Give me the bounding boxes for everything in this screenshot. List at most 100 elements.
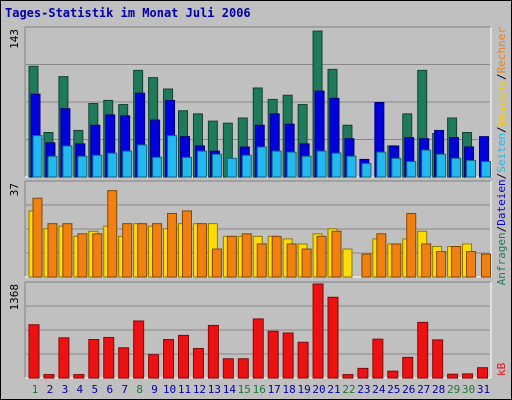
day-label-21: 21: [327, 383, 340, 396]
day-label-26: 26: [402, 383, 415, 396]
bar-rechner-day-14: [226, 235, 237, 278]
bar-seiten-day-25: [391, 157, 402, 178]
bar-rechner-day-13: [211, 248, 222, 278]
legend-item-2: Dateien: [495, 179, 508, 225]
bar-kb-day-3: [58, 337, 70, 379]
bar-rechner-day-8: [137, 223, 148, 278]
bar-kb-day-5: [88, 339, 100, 379]
y-axis-max-label: 37: [8, 183, 21, 196]
legend-item-6: Besuche: [495, 80, 508, 126]
bar-kb-day-20: [312, 283, 324, 379]
bar-kb-day-1: [28, 324, 40, 379]
legend-item-8: Rechner: [495, 27, 508, 74]
bar-rechner-day-12: [196, 223, 207, 278]
bar-seiten-day-21: [331, 152, 342, 178]
bar-kb-day-22: [342, 374, 354, 379]
day-label-12: 12: [193, 383, 206, 396]
day-label-8: 8: [136, 383, 143, 396]
bar-rechner-day-2: [47, 223, 58, 278]
day-label-17: 17: [268, 383, 281, 396]
legend-item-7: /: [495, 73, 508, 80]
bar-seiten-day-10: [167, 135, 178, 178]
day-label-30: 30: [462, 383, 475, 396]
day-label-23: 23: [357, 383, 370, 396]
bar-seiten-day-2: [47, 155, 58, 178]
bar-rechner-day-23: [361, 253, 372, 278]
chart-title: Tages-Statistik im Monat Juli 2006: [5, 6, 251, 20]
bar-seiten-day-17: [271, 150, 282, 178]
bar-kb-day-23: [357, 367, 369, 379]
legend-item-3: /: [495, 173, 508, 180]
bar-seiten-day-7: [122, 150, 133, 178]
bar-seiten-day-1: [32, 135, 43, 178]
bar-kb-day-17: [267, 330, 279, 379]
bar-seiten-day-28: [436, 153, 447, 178]
bar-kb-day-24: [372, 338, 384, 379]
bar-rechner-day-3: [62, 223, 73, 278]
bar-kb-day-4: [73, 374, 85, 379]
y-axis-max-label: 143: [8, 29, 21, 49]
bar-kb-day-15: [237, 358, 249, 379]
bar-rechner-day-25: [391, 243, 402, 278]
bar-kb-day-19: [297, 341, 309, 379]
y-axis-max-label: 1368: [8, 284, 21, 311]
bar-rechner-day-5: [92, 233, 103, 278]
bar-kb-day-31: [477, 367, 488, 379]
day-label-3: 3: [62, 383, 69, 396]
bar-kb-day-14: [222, 358, 234, 379]
day-label-19: 19: [297, 383, 310, 396]
bar-kb-day-30: [462, 373, 474, 379]
bar-kb-day-11: [178, 334, 189, 379]
bar-rechner-day-21: [331, 230, 342, 278]
day-label-15: 15: [238, 383, 251, 396]
bar-kb-day-9: [148, 354, 160, 379]
bar-rechner-day-15: [241, 233, 252, 278]
bar-seiten-day-11: [182, 156, 192, 178]
bar-seiten-day-4: [77, 155, 88, 178]
bar-rechner-day-4: [77, 233, 88, 278]
day-label-24: 24: [372, 383, 386, 396]
bar-kb-day-10: [163, 339, 175, 379]
day-label-10: 10: [163, 383, 176, 396]
day-label-25: 25: [387, 383, 400, 396]
bar-rechner-day-6: [107, 190, 118, 278]
day-label-27: 27: [417, 383, 430, 396]
bar-seiten-day-29: [451, 157, 462, 178]
day-label-14: 14: [223, 383, 237, 396]
bar-seiten-day-19: [301, 155, 312, 178]
day-label-13: 13: [208, 383, 221, 396]
day-label-11: 11: [178, 383, 191, 396]
bar-kb-day-2: [43, 374, 55, 379]
bar-rechner-day-18: [286, 243, 297, 278]
bar-rechner-day-26: [406, 212, 417, 278]
bar-rechner-day-7: [122, 223, 133, 278]
day-label-31: 31: [477, 383, 490, 396]
bar-seiten-day-26: [406, 160, 417, 178]
legend-label-top: Anfragen/Dateien/Seiten/Besuche/Rechner: [495, 27, 508, 286]
bar-seiten-day-13: [211, 153, 222, 178]
bar-rechner-day-31: [481, 253, 491, 278]
bar-rechner-day-24: [376, 233, 387, 278]
bar-kb-day-12: [192, 347, 204, 379]
bar-besuche-day-22: [342, 248, 353, 278]
bar-rechner-day-16: [256, 243, 267, 278]
bar-seiten-day-18: [286, 151, 297, 178]
bar-kb-day-7: [118, 347, 130, 379]
bar-seiten-day-14: [226, 157, 237, 178]
bar-rechner-day-1: [32, 197, 43, 278]
bar-rechner-day-27: [421, 243, 432, 278]
legend-item-1: /: [495, 226, 508, 233]
bar-seiten-day-31: [481, 160, 491, 178]
bar-seiten-day-20: [316, 150, 327, 178]
bar-rechner-day-9: [152, 223, 163, 278]
day-label-16: 16: [253, 383, 266, 396]
legend-item-4: Seiten: [495, 133, 508, 173]
bar-rechner-day-17: [271, 235, 282, 278]
bar-seiten-day-27: [421, 149, 432, 178]
bar-rechner-day-30: [466, 251, 477, 278]
bar-kb-day-26: [402, 356, 414, 379]
bar-kb-day-18: [282, 332, 294, 379]
bar-seiten-day-5: [92, 154, 103, 178]
legend-item-5: /: [495, 126, 508, 133]
